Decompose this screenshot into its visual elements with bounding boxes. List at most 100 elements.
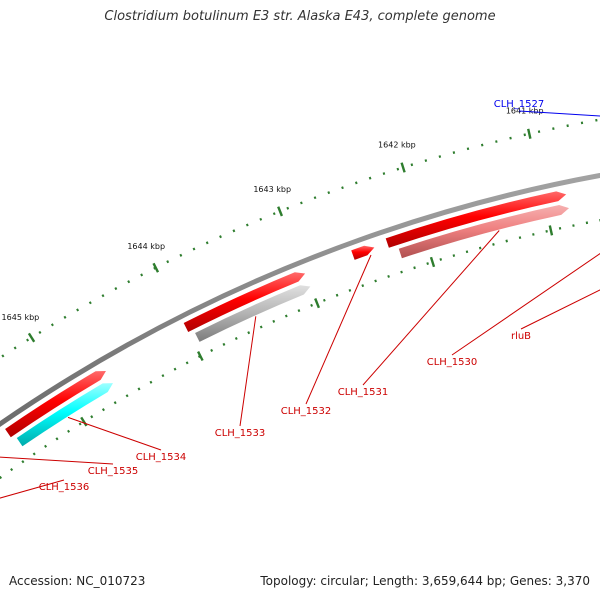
gene-label[interactable]: CLH_1527: [494, 99, 545, 110]
major-tick: [27, 332, 36, 343]
gene-arrow-track-2[interactable]: [16, 383, 114, 447]
minor-tick: [452, 151, 456, 154]
minor-tick: [234, 336, 238, 341]
feature-layer: [5, 191, 570, 447]
major-tick: [314, 298, 321, 309]
minor-tick: [1, 354, 5, 358]
forward-gene-arrow[interactable]: [5, 370, 106, 438]
genome-summary-text: Topology: circular; Length: 3,659,644 bp…: [260, 574, 590, 588]
minor-tick: [32, 452, 36, 456]
forward-gene-arrow[interactable]: [351, 245, 375, 260]
gene-leader-line: [239, 316, 257, 427]
outer-tick-ring: [1, 118, 598, 358]
minor-tick: [286, 206, 290, 210]
minor-tick: [0, 475, 3, 480]
gene-label[interactable]: CLH_1532: [281, 406, 332, 417]
genome-backbone: [0, 172, 600, 428]
minor-tick: [327, 191, 331, 195]
minor-tick: [114, 287, 118, 291]
inner-tick-ring: [0, 219, 600, 480]
minor-tick: [465, 250, 469, 254]
gene-leader-line: [305, 254, 372, 405]
minor-tick: [205, 241, 209, 245]
page-title: Clostridium botulinum E3 str. Alaska E43…: [104, 9, 496, 24]
minor-tick: [300, 201, 303, 205]
minor-tick: [44, 444, 48, 448]
minor-tick: [572, 224, 575, 227]
minor-tick: [335, 293, 339, 297]
scale-tick-label: 1641 kbp: [506, 106, 544, 115]
minor-tick: [90, 415, 94, 419]
minor-tick: [222, 342, 226, 346]
minor-tick: [537, 130, 541, 134]
gene-arrow-track-2[interactable]: [195, 285, 311, 342]
minor-tick: [413, 266, 416, 270]
minor-tick: [67, 429, 71, 433]
minor-tick: [210, 348, 214, 352]
minor-tick: [137, 387, 141, 391]
gene-label[interactable]: CLH_1535: [88, 466, 139, 477]
scale-tick-label: 1643 kbp: [253, 185, 291, 194]
minor-tick: [310, 303, 314, 307]
minor-tick: [232, 229, 236, 233]
minor-tick: [552, 127, 555, 131]
gene-label[interactable]: CLH_1536: [39, 482, 90, 493]
major-tick: [152, 262, 160, 273]
minor-tick: [161, 374, 165, 378]
minor-tick: [387, 274, 390, 278]
forward-gene-arrow[interactable]: [385, 191, 567, 248]
major-tick: [548, 225, 554, 236]
gene-arrow-track-2[interactable]: [398, 205, 570, 259]
minor-tick: [518, 236, 522, 240]
minor-tick: [284, 314, 288, 318]
major-tick: [197, 351, 204, 362]
minor-tick: [545, 229, 548, 233]
minor-tick: [101, 408, 105, 412]
gene-leader-line: [362, 230, 500, 386]
gene-label[interactable]: CLH_1531: [338, 387, 389, 398]
major-tick: [80, 416, 88, 427]
minor-tick: [492, 243, 495, 246]
minor-tick: [396, 167, 400, 171]
minor-tick: [113, 401, 117, 405]
minor-tick: [38, 330, 42, 334]
minor-tick: [63, 315, 67, 319]
major-tick: [429, 256, 436, 268]
minor-tick: [297, 309, 301, 313]
minor-tick: [245, 223, 249, 227]
minor-tick: [424, 159, 428, 162]
minor-tick: [149, 380, 153, 384]
gene-label[interactable]: CLH_1533: [215, 428, 266, 439]
minor-tick: [26, 338, 30, 342]
minor-tick: [439, 258, 443, 261]
gene-label[interactable]: CLH_1534: [136, 452, 187, 463]
minor-tick: [101, 294, 105, 298]
minor-tick: [140, 273, 144, 277]
forward-gene-arrow[interactable]: [183, 272, 306, 332]
minor-tick: [173, 367, 177, 371]
minor-tick: [272, 319, 276, 323]
minor-tick: [127, 280, 131, 284]
gene-leader-line: [0, 456, 114, 465]
minor-tick: [21, 460, 25, 464]
minor-tick: [313, 196, 317, 200]
minor-tick: [78, 422, 82, 426]
minor-tick: [272, 212, 276, 216]
backbone-layer: [0, 172, 600, 428]
minor-tick: [509, 136, 512, 140]
gene-label[interactable]: rluB: [511, 331, 531, 342]
major-tick: [277, 206, 284, 217]
minor-tick: [166, 260, 170, 264]
minor-tick: [259, 217, 263, 221]
minor-tick: [219, 235, 222, 239]
minor-tick: [361, 284, 365, 288]
scale-tick-label: 1642 kbp: [378, 140, 416, 149]
gene-label[interactable]: CLH_1530: [427, 357, 478, 368]
minor-tick: [50, 323, 54, 327]
scale-tick-label: 1644 kbp: [127, 242, 165, 251]
minor-tick: [495, 140, 498, 143]
minor-tick: [13, 346, 17, 350]
gene-leader-line: [518, 110, 600, 117]
